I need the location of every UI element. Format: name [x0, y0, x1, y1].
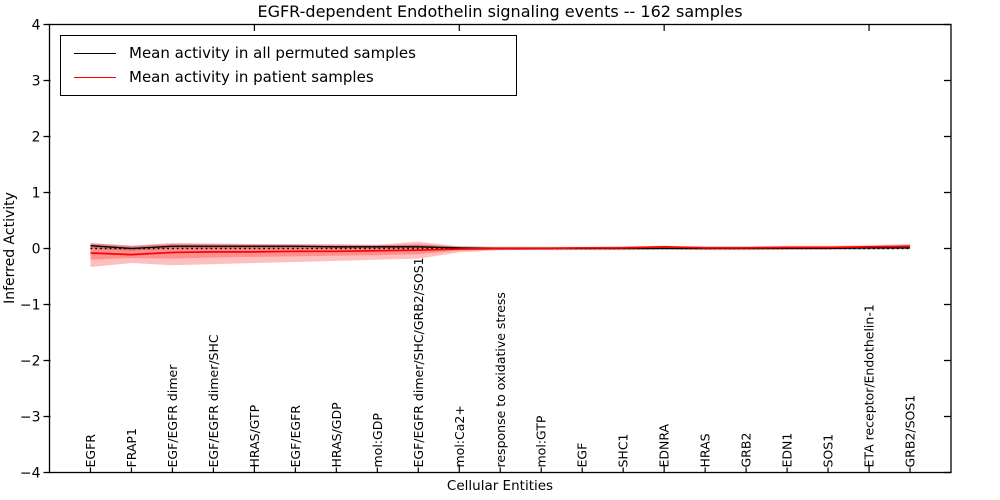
x-category-label: mol:GTP: [534, 415, 549, 467]
y-tick-label: 3: [32, 74, 41, 90]
x-category-label: EGF/EGFR dimer/SHC/GRB2/SOS1: [411, 257, 426, 467]
x-category-label: FRAP1: [124, 428, 139, 467]
x-category-label: EGF/EGFR dimer: [165, 364, 180, 468]
x-category-label: HRAS/GDP: [329, 402, 344, 468]
legend-label-patient: Mean activity in patient samples: [129, 68, 374, 86]
x-axis-label: Cellular Entities: [446, 478, 554, 494]
x-category-label: SOS1: [821, 434, 836, 468]
x-category-label: mol:Ca2+: [452, 405, 467, 467]
y-tick-label: −1: [20, 298, 41, 314]
patient-line-swatch: [74, 77, 116, 78]
chart-title: EGFR-dependent Endothelin signaling even…: [257, 2, 743, 21]
y-tick-label: −4: [20, 466, 41, 482]
x-category-label: EDN1: [780, 433, 795, 468]
y-tick-label: −2: [20, 354, 41, 370]
x-category-label: GRB2: [739, 433, 754, 468]
y-tick-label: 2: [32, 130, 41, 146]
y-tick-label: 4: [32, 18, 41, 34]
legend: Mean activity in all permuted samples Me…: [60, 35, 517, 96]
x-category-label: SHC1: [616, 433, 631, 467]
x-category-label: EGF/EGFR dimer/SHC: [206, 334, 221, 467]
patient-mean-line: [90, 245, 911, 256]
x-category-label: EGFR: [83, 434, 98, 468]
x-category-label: HRAS: [698, 433, 713, 467]
y-tick-label: 1: [32, 186, 41, 202]
y-tick-label: −3: [20, 410, 41, 426]
x-category-label: EGF/EGFR: [288, 405, 303, 468]
y-tick-label: 0: [32, 242, 41, 258]
x-category-label: response to oxidative stress: [493, 292, 508, 467]
legend-item-patient: Mean activity in patient samples: [61, 69, 516, 86]
permuted-line-swatch: [74, 53, 116, 54]
x-category-label: EGF: [575, 443, 590, 468]
legend-item-permuted: Mean activity in all permuted samples: [61, 45, 516, 62]
x-category-label: HRAS/GTP: [247, 404, 262, 467]
legend-label-permuted: Mean activity in all permuted samples: [129, 44, 416, 62]
x-category-label: GRB2/SOS1: [903, 395, 918, 468]
y-axis-label: Inferred Activity: [2, 192, 18, 304]
x-category-label: mol:GDP: [370, 413, 385, 468]
x-category-label: ETA receptor/Endothelin-1: [862, 304, 877, 467]
x-category-label: EDNRA: [657, 423, 672, 467]
